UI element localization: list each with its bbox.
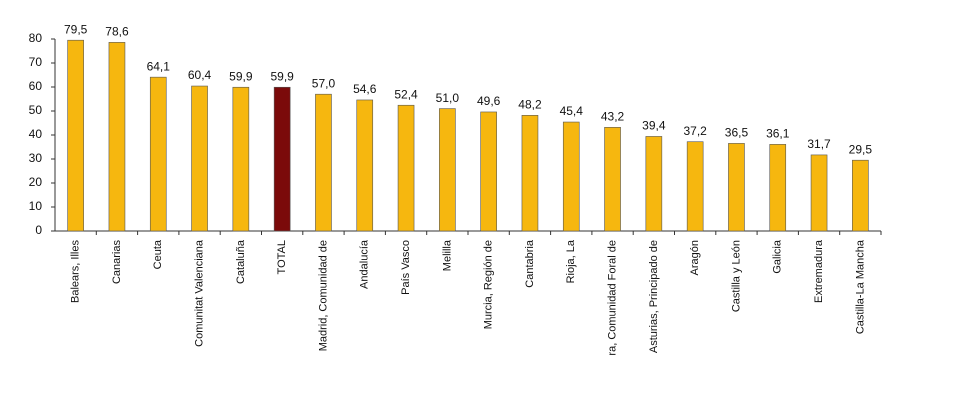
x-tick-label: Canarias xyxy=(111,240,123,285)
bar xyxy=(439,108,456,232)
bar xyxy=(191,85,208,232)
x-tick-label: Castilla y León xyxy=(730,240,742,312)
bar xyxy=(67,39,84,232)
bar xyxy=(273,86,291,232)
bar xyxy=(852,159,869,232)
value-label: 49,6 xyxy=(477,94,501,108)
value-label: 59,9 xyxy=(270,69,294,83)
value-label: 43,2 xyxy=(601,109,625,123)
value-label: 45,4 xyxy=(560,104,584,118)
bar xyxy=(686,141,704,232)
bar xyxy=(108,42,126,232)
value-label: 52,4 xyxy=(394,87,418,101)
y-tick-label: 0 xyxy=(35,223,42,237)
value-label: 51,0 xyxy=(436,91,460,105)
bar xyxy=(232,86,250,232)
value-label: 78,6 xyxy=(105,25,129,39)
y-tick-label: 50 xyxy=(29,103,43,117)
x-tick-label: Comunitat Valenciana xyxy=(193,239,205,347)
x-tick-label: País Vasco xyxy=(400,240,412,295)
value-label: 29,5 xyxy=(849,142,873,156)
x-tick-label: Extremadura xyxy=(813,239,825,303)
value-label: 36,5 xyxy=(725,126,749,140)
y-tick-label: 10 xyxy=(29,199,43,213)
bar xyxy=(769,144,787,232)
value-label: 48,2 xyxy=(518,97,542,111)
bar xyxy=(480,111,497,232)
x-tick-label: Rioja, La xyxy=(565,239,577,283)
x-tick-label: Madrid, Comunidad de xyxy=(317,240,329,351)
x-tick-label: TOTAL xyxy=(276,240,288,274)
y-tick-label: 80 xyxy=(29,31,43,45)
x-tick-label: Galicia xyxy=(772,239,784,274)
x-tick-label: ra, Comunidad Foral de xyxy=(606,240,618,356)
x-tick-label: Asturias, Principado de xyxy=(648,240,660,353)
bar xyxy=(521,115,539,232)
x-tick-label: Aragón xyxy=(689,240,701,275)
value-label: 37,2 xyxy=(683,124,707,138)
value-label: 59,9 xyxy=(229,69,253,83)
x-tick-label: Andalucía xyxy=(359,239,371,289)
bar xyxy=(562,121,580,232)
bar xyxy=(149,76,167,232)
y-tick-label: 30 xyxy=(29,151,43,165)
y-tick-label: 70 xyxy=(29,55,43,69)
y-tick-label: 40 xyxy=(29,127,43,141)
value-label: 57,0 xyxy=(312,76,336,90)
bar xyxy=(810,154,828,232)
bar xyxy=(604,127,621,232)
y-tick-label: 20 xyxy=(29,175,43,189)
bar xyxy=(356,99,374,232)
x-tick-label: Cataluña xyxy=(235,239,247,284)
value-label: 79,5 xyxy=(64,22,88,36)
x-tick-label: Cantabria xyxy=(524,239,536,288)
x-tick-label: Ceuta xyxy=(152,239,164,269)
value-label: 39,4 xyxy=(642,119,666,133)
bar xyxy=(728,143,745,232)
value-label: 36,1 xyxy=(766,127,790,141)
value-label: 64,1 xyxy=(147,59,171,73)
bar xyxy=(315,93,332,232)
bar xyxy=(645,136,663,232)
bar xyxy=(397,104,415,232)
x-tick-label: Melilla xyxy=(441,239,453,271)
x-tick-label: Murcia, Región de xyxy=(483,240,495,329)
y-tick-label: 60 xyxy=(29,79,43,93)
value-label: 31,7 xyxy=(807,137,831,151)
x-tick-label: Balears, Illes xyxy=(70,240,82,303)
value-label: 54,6 xyxy=(353,82,377,96)
x-tick-label: Castilla-La Mancha xyxy=(854,239,866,334)
value-label: 60,4 xyxy=(188,68,212,82)
